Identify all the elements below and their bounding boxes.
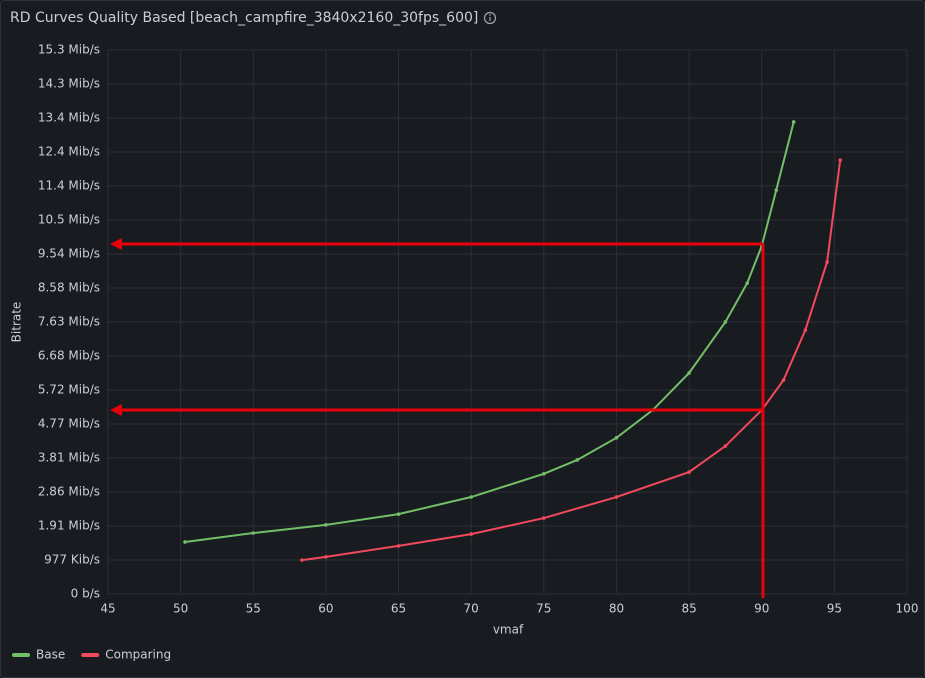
y-tick-label: 13.4 Mib/s [38,111,100,125]
data-point [183,540,187,544]
data-point [251,531,256,535]
y-tick-label: 11.4 Mib/s [38,179,100,193]
x-tick-label: 55 [246,602,261,616]
legend-item[interactable]: Base [12,648,65,662]
x-tick-label: 85 [681,602,696,616]
x-tick-label: 75 [536,602,551,616]
data-point [396,512,401,516]
y-axis-label: Bitrate [10,302,24,343]
data-point [723,320,728,324]
data-point [300,558,304,562]
data-point [723,444,728,448]
y-tick-label: 2.86 Mib/s [38,485,100,499]
data-point [791,120,796,124]
data-point [324,555,328,559]
data-point [542,472,546,476]
data-point [542,516,546,520]
x-axis-label: vmaf [493,623,524,637]
legend-label[interactable]: Comparing [105,648,171,662]
x-tick-label: 100 [896,602,919,616]
plot-area: 0 b/s 977 Kib/s 1.91 Mib/s 2.86 Mib/s 3.81 M… [38,43,919,616]
data-point [614,436,619,440]
info-circle[interactable] [483,11,497,25]
x-tick-label: 65 [391,602,406,616]
y-tick-label: 4.77 Mib/s [38,416,100,430]
x-tick-label: 50 [173,602,188,616]
data-point [687,371,691,375]
info-dot[interactable] [489,14,491,16]
data-point [803,328,808,332]
data-point [614,495,619,499]
legend: Base Comparing [12,648,171,662]
y-tick-label: 3.81 Mib/s [38,451,100,465]
legend-item[interactable]: Comparing [81,648,171,662]
y-tick-label: 1.91 Mib/s [38,519,100,533]
annotation-arrowhead [110,238,122,250]
y-tick-label: 8.58 Mib/s [38,280,100,294]
data-point [745,281,749,285]
y-tick-label: 6.68 Mib/s [38,349,100,363]
x-tick-label: 95 [827,602,842,616]
data-point [469,532,473,536]
y-tick-label: 15.3 Mib/s [38,43,100,57]
x-tick-label: 60 [318,602,333,616]
annotation-arrowhead [110,404,122,416]
y-tick-label: 977 Kib/s [44,552,100,566]
data-point [781,378,786,382]
data-point [575,458,580,462]
y-tick-label: 14.3 Mib/s [38,77,100,91]
legend-label[interactable]: Base [36,648,65,662]
info-icon[interactable] [483,11,497,25]
y-tick-label: 10.5 Mib/s [38,213,100,227]
data-point [774,188,779,192]
y-tick-label: 12.4 Mib/s [38,144,100,158]
data-point [838,158,842,162]
y-tick-label: 7.63 Mib/s [38,315,100,329]
annotation-arrows [110,238,765,598]
x-tick-label: 45 [100,602,115,616]
data-point [687,470,691,474]
data-point [469,495,473,499]
data-point [324,523,328,527]
panel-title: RD Curves Quality Based [beach_campfire_… [10,10,478,26]
y-tick-label: 0 b/s [71,587,100,601]
x-tick-label: 90 [754,602,769,616]
y-tick-label: 9.54 Mib/s [38,247,100,261]
y-tick-label: 5.72 Mib/s [38,383,100,397]
x-tick-label: 70 [464,602,479,616]
data-point [396,544,401,548]
data-point [825,260,829,264]
x-tick-label: 80 [609,602,624,616]
